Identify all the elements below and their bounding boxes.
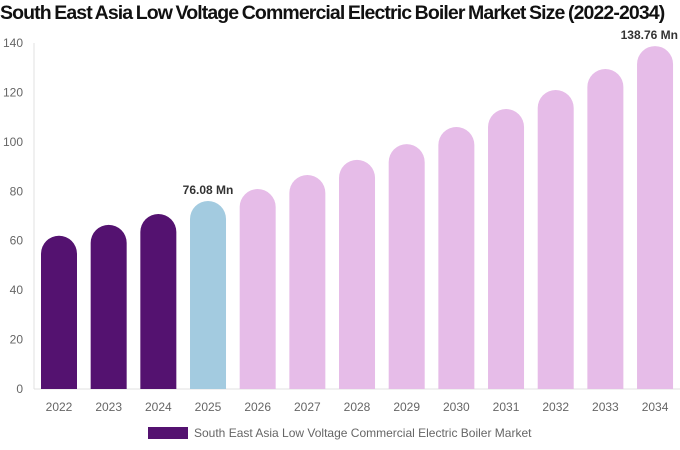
bar-2023 [90, 224, 127, 389]
y-tick-label: 20 [10, 333, 24, 347]
bar-2031 [488, 108, 525, 390]
bar-2028 [339, 159, 376, 389]
x-tick-label: 2022 [46, 400, 73, 414]
x-tick-label: 2030 [443, 400, 470, 414]
x-tick-label: 2032 [542, 400, 569, 414]
legend-label: South East Asia Low Voltage Commercial E… [194, 426, 532, 440]
chart-title: South East Asia Low Voltage Commercial E… [0, 2, 665, 24]
x-tick-label: 2029 [393, 400, 420, 414]
bar-2033 [587, 68, 624, 389]
y-tick-label: 100 [3, 135, 23, 149]
x-tick-label: 2024 [145, 400, 172, 414]
x-tick-label: 2025 [195, 400, 222, 414]
bar-2034 [637, 46, 674, 389]
y-tick-label: 120 [3, 85, 23, 99]
y-tick-label: 60 [10, 234, 24, 248]
x-tick-label: 2027 [294, 400, 321, 414]
y-tick-label: 0 [16, 382, 23, 396]
bar-2030 [438, 127, 475, 389]
data-label: 76.08 Mn [183, 183, 234, 197]
legend: South East Asia Low Voltage Commercial E… [148, 426, 531, 440]
y-tick-label: 80 [10, 184, 24, 198]
x-tick-label: 2031 [493, 400, 520, 414]
x-tick-label: 2028 [344, 400, 371, 414]
data-label: 138.76 Mn [621, 28, 678, 42]
bar-2026 [239, 189, 276, 389]
legend-swatch [148, 427, 188, 439]
y-tick-label: 40 [10, 283, 24, 297]
bar-2027 [289, 174, 326, 389]
bar-2032 [537, 89, 574, 389]
x-tick-label: 2033 [592, 400, 619, 414]
x-tick-label: 2026 [244, 400, 271, 414]
x-tick-label: 2034 [642, 400, 669, 414]
x-tick-label: 2023 [95, 400, 122, 414]
bar-2025 [190, 200, 227, 389]
y-tick-label: 140 [3, 36, 23, 50]
bar-2029 [388, 144, 425, 389]
bar-2022 [41, 235, 77, 389]
bar-2024 [140, 214, 177, 389]
